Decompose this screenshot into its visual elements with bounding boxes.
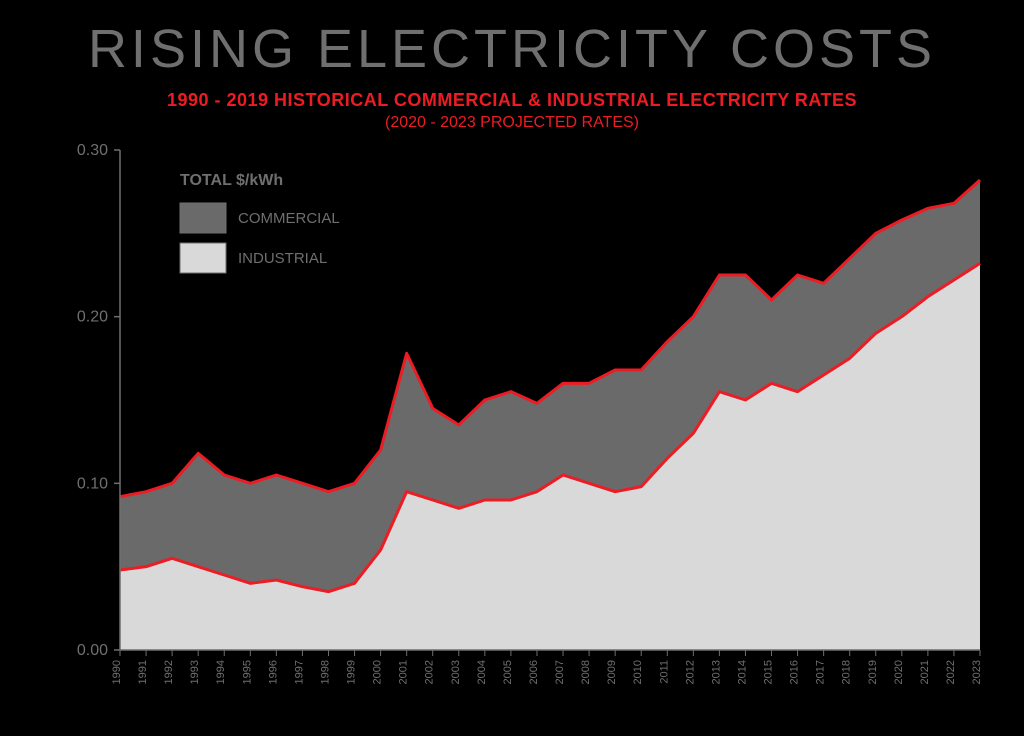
x-tick-label-group: 1995 [241, 660, 253, 684]
x-tick-label: 2015 [763, 660, 775, 684]
x-tick-label-group: 2002 [424, 660, 436, 684]
x-tick-label: 2005 [502, 660, 514, 684]
x-tick-label: 2013 [710, 660, 722, 684]
x-tick-label-group: 2004 [476, 660, 488, 684]
x-tick-label: 2008 [580, 660, 592, 684]
x-tick-label-group: 1996 [267, 660, 279, 684]
legend-title: TOTAL $/kWh [180, 172, 283, 189]
x-tick-label-group: 2003 [450, 660, 462, 684]
x-tick-label-group: 2010 [632, 660, 644, 684]
industrial-swatch [180, 243, 226, 273]
x-tick-label-group: 2022 [945, 660, 957, 684]
x-tick-label-group: 2011 [658, 660, 670, 684]
x-tick-label: 2002 [424, 660, 436, 684]
x-tick-label: 2018 [841, 660, 853, 684]
x-tick-label: 1995 [241, 660, 253, 684]
x-tick-label: 1996 [267, 660, 279, 684]
subtitle-historical: 1990 - 2019 HISTORICAL COMMERCIAL & INDU… [0, 90, 1024, 111]
x-tick-label: 2016 [789, 660, 801, 684]
x-tick-label-group: 2014 [736, 660, 748, 684]
x-tick-label: 1990 [111, 660, 123, 684]
x-tick-label-group: 2021 [919, 660, 931, 684]
page-title: RISING ELECTRICITY COSTS [0, 18, 1024, 80]
x-tick-label: 2001 [398, 660, 410, 684]
x-tick-label-group: 1998 [319, 660, 331, 684]
x-tick-label: 1991 [137, 660, 149, 684]
x-tick-label: 1998 [319, 660, 331, 684]
x-tick-label: 2014 [736, 660, 748, 684]
x-tick-label-group: 2006 [528, 660, 540, 684]
x-tick-label-group: 2012 [684, 660, 696, 684]
x-tick-label: 2011 [658, 660, 670, 684]
x-tick-label-group: 2005 [502, 660, 514, 684]
x-tick-label: 2012 [684, 660, 696, 684]
x-tick-label-group: 1991 [137, 660, 149, 684]
x-tick-label-group: 2019 [867, 660, 879, 684]
x-tick-label: 2017 [815, 660, 827, 684]
x-tick-label-group: 2020 [893, 660, 905, 684]
x-tick-label: 1994 [215, 660, 227, 684]
x-tick-label-group: 2007 [554, 660, 566, 684]
x-tick-label-group: 2017 [815, 660, 827, 684]
x-tick-label-group: 1994 [215, 660, 227, 684]
electricity-cost-chart: 0.00 0.10 0.20 0.30 1990 1991 1992 1993 1994 1995… [50, 140, 990, 720]
x-tick-label: 2021 [919, 660, 931, 684]
x-tick-label: 2023 [971, 660, 983, 684]
x-tick-label: 2010 [632, 660, 644, 684]
commercial-swatch [180, 203, 226, 233]
x-tick-label-group: 2015 [763, 660, 775, 684]
x-tick-label: 1992 [163, 660, 175, 684]
x-tick-label: 1993 [189, 660, 201, 684]
x-tick-label: 2006 [528, 660, 540, 684]
x-tick-label: 2019 [867, 660, 879, 684]
x-tick-label: 2004 [476, 660, 488, 684]
x-tick-label: 2007 [554, 660, 566, 684]
y-tick-label: 0.30 [77, 142, 108, 159]
x-tick-label-group: 2016 [789, 660, 801, 684]
x-tick-label-group: 2001 [398, 660, 410, 684]
chart-stage: RISING ELECTRICITY COSTS 1990 - 2019 HIS… [0, 0, 1024, 736]
x-tick-label-group: 2000 [372, 660, 384, 684]
x-tick-label-group: 2008 [580, 660, 592, 684]
x-tick-label: 2009 [606, 660, 618, 684]
x-tick-label: 2000 [372, 660, 384, 684]
x-tick-label: 2022 [945, 660, 957, 684]
x-tick-label-group: 2023 [971, 660, 983, 684]
x-tick-label-group: 1990 [111, 660, 123, 684]
x-tick-label-group: 1992 [163, 660, 175, 684]
legend-item-label: INDUSTRIAL [238, 250, 327, 267]
y-tick-label: 0.00 [77, 642, 108, 659]
y-tick-label: 0.20 [77, 309, 108, 326]
legend: TOTAL $/kWh COMMERCIAL INDUSTRIAL [180, 172, 340, 273]
x-tick-label-group: 1999 [346, 660, 358, 684]
x-tick-label-group: 1997 [293, 660, 305, 684]
x-tick-label: 2003 [450, 660, 462, 684]
y-tick-label: 0.10 [77, 475, 108, 492]
x-tick-label-group: 2013 [710, 660, 722, 684]
x-tick-label-group: 1993 [189, 660, 201, 684]
legend-item-label: COMMERCIAL [238, 210, 340, 227]
x-tick-label: 2020 [893, 660, 905, 684]
x-tick-label: 1997 [293, 660, 305, 684]
chart-container: 0.00 0.10 0.20 0.30 1990 1991 1992 1993 1994 1995… [50, 140, 990, 720]
subtitle-projected: (2020 - 2023 PROJECTED RATES) [0, 114, 1024, 132]
x-tick-label: 1999 [346, 660, 358, 684]
x-tick-label-group: 2009 [606, 660, 618, 684]
x-tick-label-group: 2018 [841, 660, 853, 684]
